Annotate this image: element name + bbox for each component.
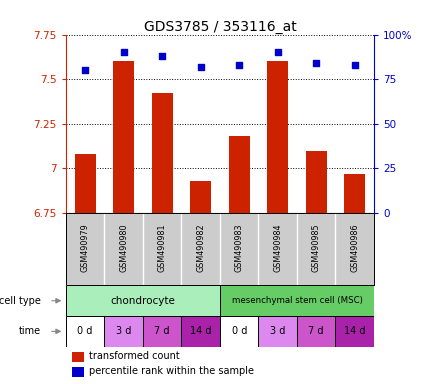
Text: 14 d: 14 d [190,326,211,336]
Point [197,64,204,70]
Text: mesenchymal stem cell (MSC): mesenchymal stem cell (MSC) [232,296,363,305]
Point [120,49,127,55]
Bar [66,316,105,347]
Text: cell type: cell type [0,296,41,306]
Bar [143,316,181,347]
Text: chondrocyte: chondrocyte [110,296,176,306]
Point [159,53,166,59]
Bar [152,93,173,213]
Bar [72,367,84,377]
Text: 3 d: 3 d [270,326,286,336]
Bar [66,285,220,316]
Bar [220,285,374,316]
Point [236,62,243,68]
Text: percentile rank within the sample: percentile rank within the sample [89,366,254,376]
Title: GDS3785 / 353116_at: GDS3785 / 353116_at [144,20,296,33]
Text: GSM490980: GSM490980 [119,223,128,272]
Bar [335,316,374,347]
Bar [181,316,220,347]
Bar [190,181,211,213]
Text: GSM490984: GSM490984 [273,223,282,272]
Text: GSM490983: GSM490983 [235,223,244,272]
Bar [105,316,143,347]
Bar [229,136,250,213]
Text: GSM490985: GSM490985 [312,223,321,272]
Bar [258,316,297,347]
Text: 14 d: 14 d [344,326,366,336]
Text: GSM490981: GSM490981 [158,223,167,272]
Bar [297,316,335,347]
Point [82,67,88,73]
Point [351,62,358,68]
Bar [220,316,258,347]
Bar [113,61,134,213]
Text: 7 d: 7 d [309,326,324,336]
Text: GSM490986: GSM490986 [350,223,359,272]
Bar [306,151,327,213]
Text: transformed count: transformed count [89,351,180,361]
Bar [344,174,366,213]
Bar [267,61,288,213]
Text: 0 d: 0 d [232,326,247,336]
Text: time: time [19,326,41,336]
Bar [74,154,96,213]
Text: 3 d: 3 d [116,326,131,336]
Text: GSM490979: GSM490979 [81,223,90,272]
Text: 7 d: 7 d [154,326,170,336]
Text: GSM490982: GSM490982 [196,223,205,272]
Bar [72,352,84,362]
Point [274,49,281,55]
Point [313,60,320,66]
Text: 0 d: 0 d [77,326,93,336]
